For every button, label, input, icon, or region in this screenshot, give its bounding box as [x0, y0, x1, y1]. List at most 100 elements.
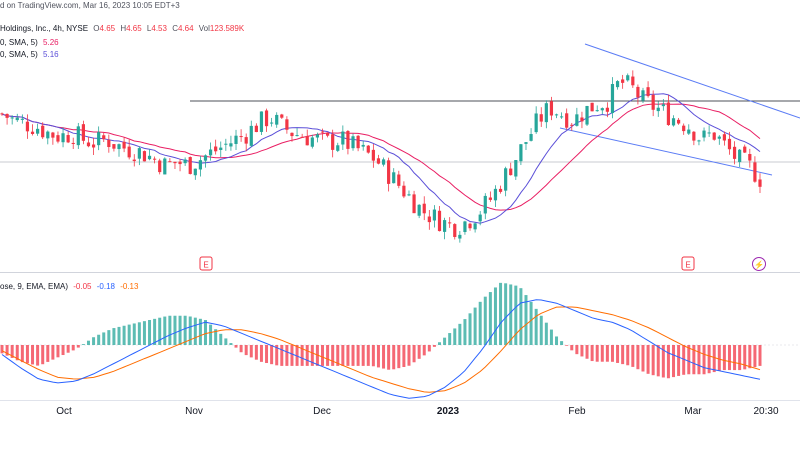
x-tick-nov: Nov — [185, 406, 203, 417]
candle-body — [193, 168, 197, 176]
macd-hist-bar — [590, 345, 594, 362]
candle-body — [387, 160, 391, 184]
macd-hist-bar — [722, 345, 726, 371]
candle-body — [549, 101, 554, 116]
macd-hist-bar — [300, 345, 304, 366]
x-tick-oct: Oct — [56, 406, 72, 417]
candle-body — [473, 223, 477, 230]
candle-body — [753, 162, 757, 182]
macd-hist-bar — [229, 343, 233, 345]
macd-hist-bar — [209, 324, 213, 345]
candle-body — [188, 157, 192, 174]
macd-hist-bar — [585, 345, 589, 359]
macd-hist-bar — [478, 301, 482, 345]
macd-hist-bar — [748, 345, 752, 369]
macd-hist-bar — [361, 345, 365, 366]
candle-body — [610, 84, 615, 114]
macd-hist-bar — [682, 345, 686, 375]
macd-hist-bar — [529, 301, 533, 345]
candle-body — [646, 87, 650, 97]
macd-hist-bar — [610, 345, 614, 362]
ma1-legend[interactable]: 0, SMA, 5) 5.26 — [0, 38, 62, 47]
macd-legend[interactable]: ose, 9, EMA, EMA) -0.05 -0.18 -0.13 — [0, 282, 141, 291]
candle-body — [595, 110, 599, 112]
candle-body — [417, 204, 421, 216]
dividend-flash-icon: ⚡ — [752, 257, 766, 271]
candle-body — [529, 134, 533, 141]
macd-hist-bar — [727, 345, 731, 371]
candle-body — [153, 158, 157, 160]
macd-hist-bar — [61, 345, 65, 356]
macd-hist-bar — [438, 342, 442, 345]
macd-hist-bar — [422, 345, 426, 356]
macd-hist-bar — [193, 317, 197, 345]
macd-hist-bar — [753, 345, 757, 368]
ma2-value: 5.16 — [43, 50, 59, 59]
macd-hist-bar — [687, 345, 691, 375]
candle-body — [320, 131, 325, 133]
candle-body — [422, 203, 426, 214]
macd-hist-bar — [565, 345, 569, 346]
macd-hist-bar — [387, 345, 391, 370]
candle-body — [366, 145, 370, 153]
candle-body — [671, 118, 676, 126]
macd-hist-bar — [310, 345, 314, 366]
macd-hist-bar — [219, 333, 223, 345]
candle-body — [102, 135, 106, 140]
candle-body — [275, 114, 279, 125]
channel-upper-line — [584, 43, 800, 119]
macd-hist-bar — [570, 345, 574, 351]
ma2-legend[interactable]: 0, SMA, 5) 5.16 — [0, 50, 62, 59]
event-markers: E E ⚡ — [199, 256, 766, 271]
macd-hist-bar — [483, 296, 487, 345]
candle-body — [666, 102, 671, 126]
macd-hist-bar — [453, 328, 457, 345]
macd-label: ose, 9, EMA, EMA) — [0, 282, 69, 291]
candle-body — [717, 136, 721, 139]
candle-body — [127, 146, 131, 158]
macd-hist-bar — [351, 345, 355, 366]
candle-body — [341, 131, 345, 145]
candle-body — [509, 168, 513, 176]
candle-body — [15, 117, 19, 121]
macd-hist-bar — [397, 345, 401, 369]
macd-hist-bar — [244, 345, 248, 356]
macd-hist-bar — [290, 345, 294, 366]
candle-body — [270, 122, 274, 124]
candle-body — [300, 136, 304, 138]
candle-body — [712, 132, 716, 140]
macd-hist-bar — [249, 345, 253, 358]
candle-body — [214, 146, 218, 152]
candle-body — [590, 102, 594, 112]
candle-body — [687, 129, 691, 134]
candle-body — [132, 159, 136, 162]
macd-hist-bar — [117, 326, 121, 345]
macd-hist-bar — [148, 320, 152, 345]
macd-hist-bar — [163, 316, 167, 345]
candle-body — [412, 194, 416, 214]
candle-body — [605, 107, 609, 112]
macd-hist-bar — [473, 307, 477, 345]
macd-hist-bar — [692, 345, 696, 375]
macd-hist-bar — [672, 345, 676, 378]
macd-hist-bar — [25, 345, 29, 364]
candle-body — [661, 104, 665, 107]
macd-hist-bar — [341, 345, 345, 366]
macd-hist-bar — [66, 345, 70, 353]
macd-hist-bar — [488, 292, 492, 345]
macd-hist-bar — [575, 345, 579, 355]
macd-hist-bar — [499, 282, 503, 345]
candle-body — [453, 224, 457, 237]
candle-body — [483, 195, 487, 214]
candle-body — [305, 136, 309, 146]
candle-body — [86, 142, 91, 147]
candle-body — [504, 168, 508, 191]
x-tick-mar: Mar — [684, 406, 702, 417]
candle-body — [36, 128, 40, 134]
candle-body — [198, 160, 203, 170]
candle-body — [437, 210, 442, 232]
close-label: C — [172, 24, 178, 33]
candle-body — [71, 142, 75, 145]
macd-hist-bar — [127, 324, 131, 345]
